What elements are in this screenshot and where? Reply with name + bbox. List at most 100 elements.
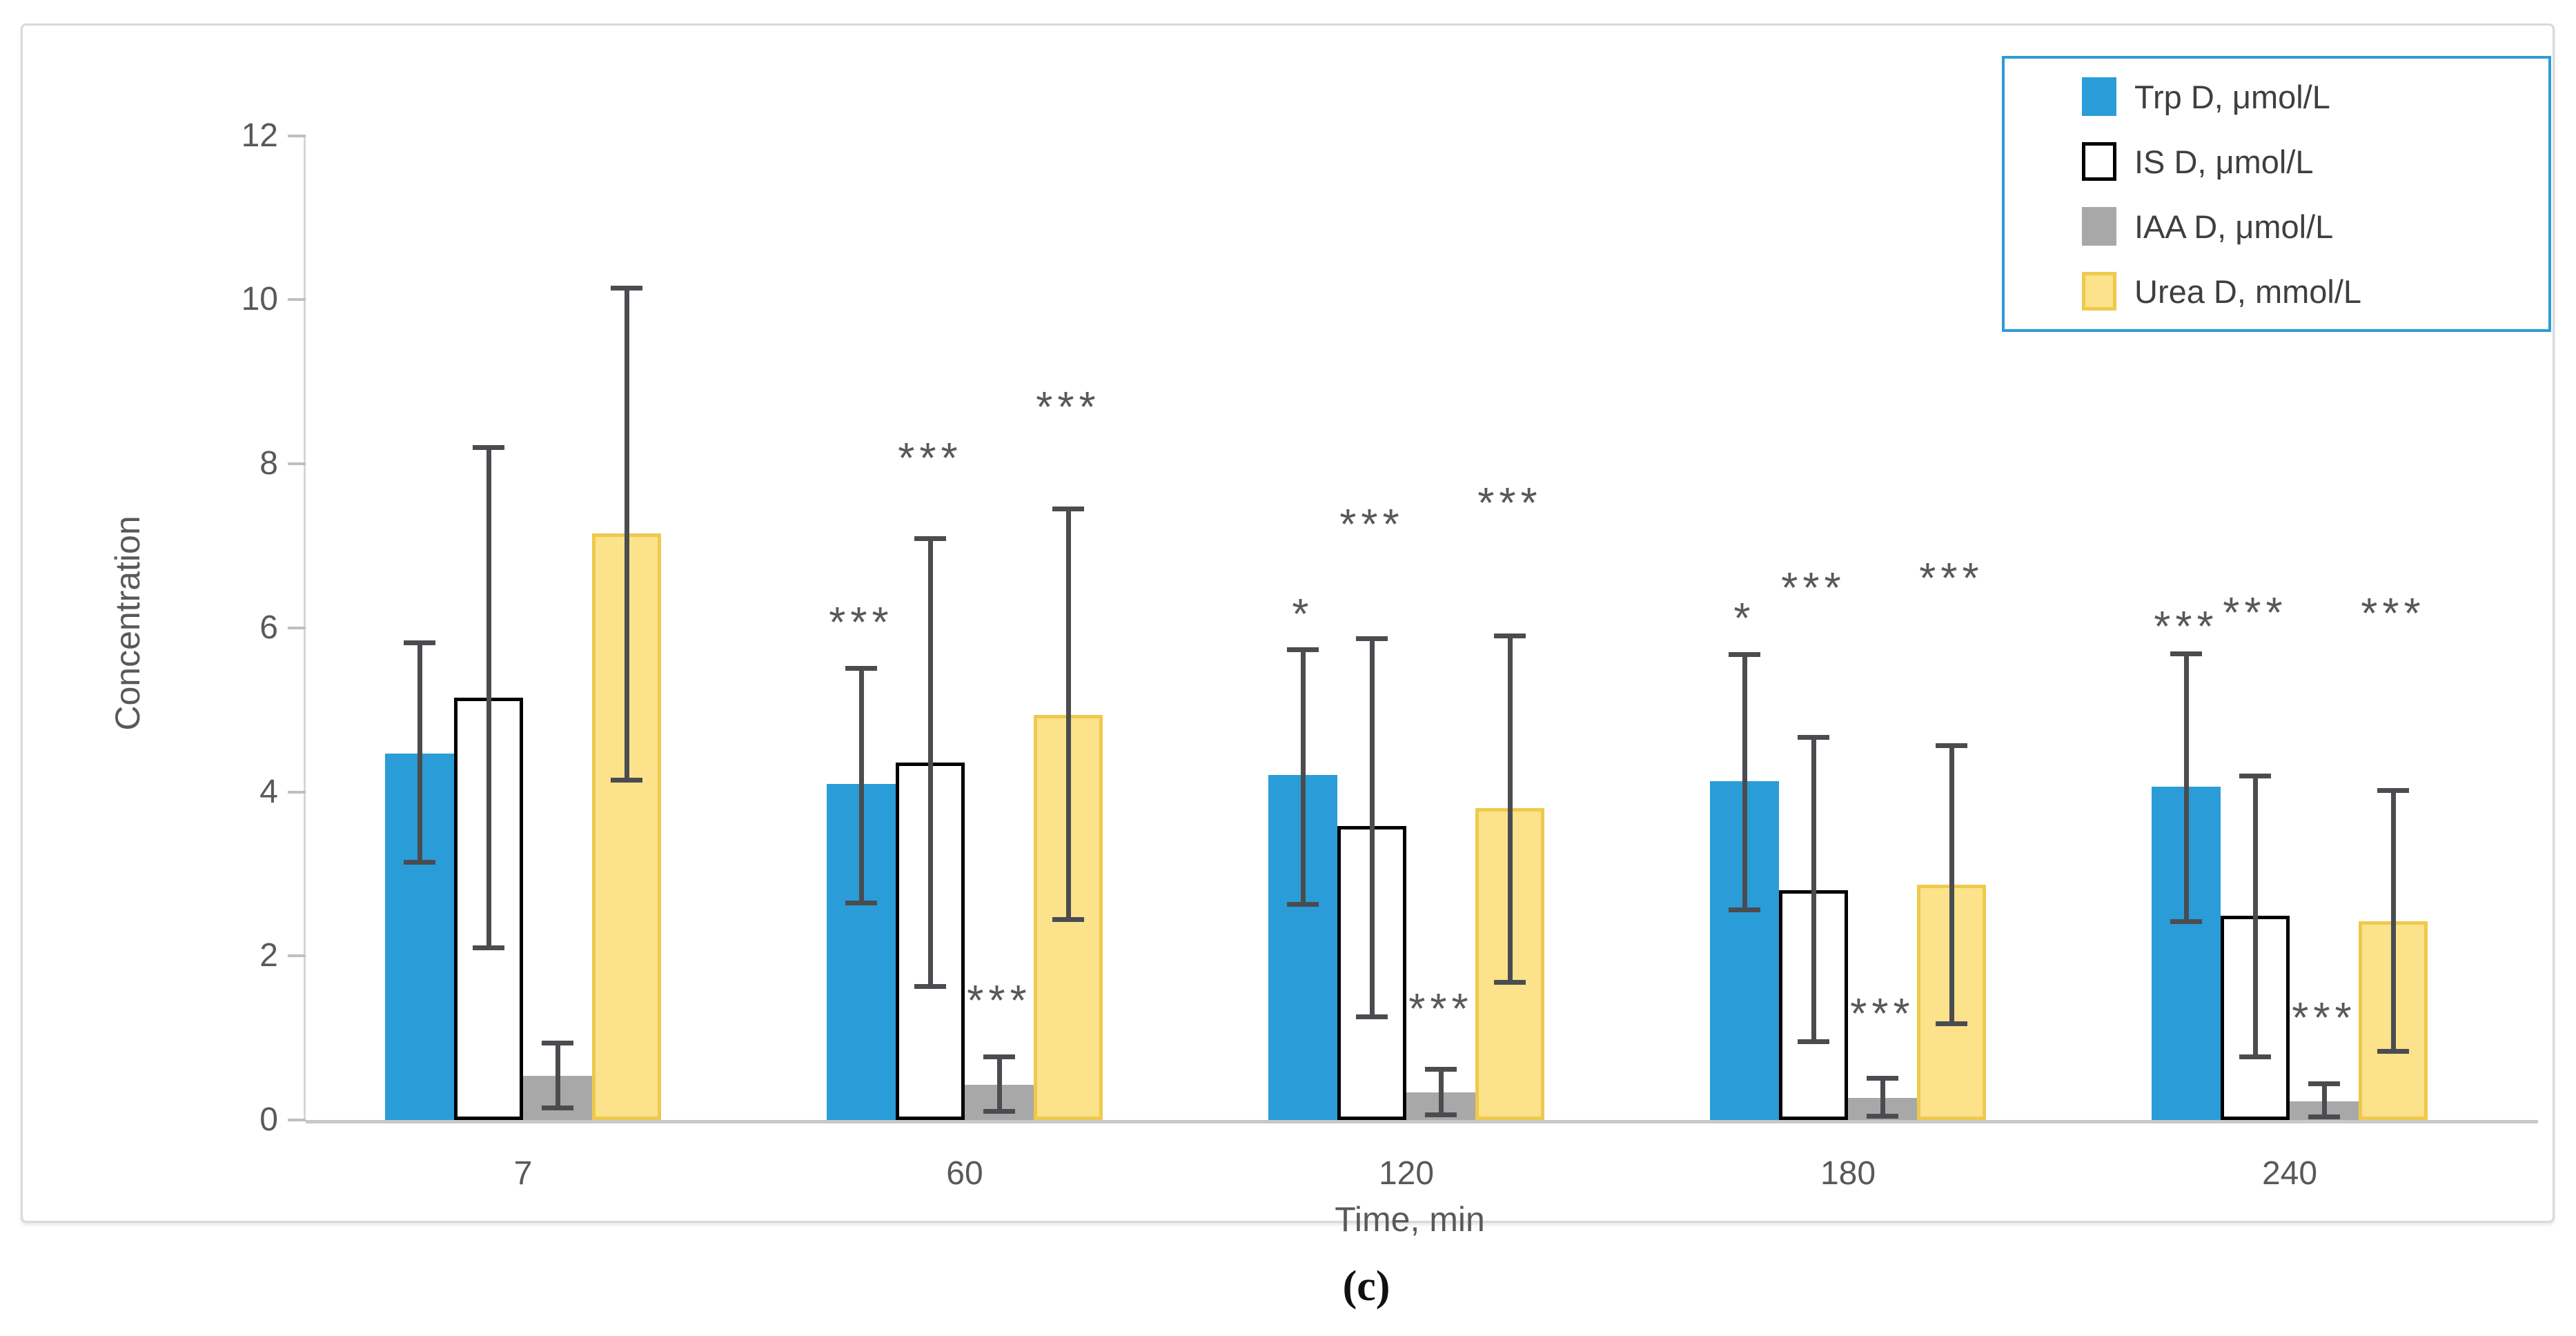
legend-item-is: IS D, μmol/L: [2005, 129, 2548, 194]
sig-marker-is-120: ***: [1339, 501, 1404, 549]
error-bar-urea-7: [625, 287, 629, 780]
legend-label-is: IS D, μmol/L: [2134, 143, 2314, 180]
error-cap-bottom-is-7: [473, 945, 504, 951]
error-bar-iaa-60: [997, 1057, 1002, 1111]
error-cap-top-trp-60: [845, 666, 877, 671]
legend-label-urea: Urea D, mmol/L: [2134, 273, 2362, 310]
error-cap-top-iaa-60: [983, 1054, 1015, 1060]
x-tick-label: 60: [946, 1155, 983, 1192]
sig-marker-urea-180: ***: [1919, 554, 1984, 602]
y-axis-tick: [288, 790, 306, 794]
sig-marker-trp-60: ***: [829, 598, 894, 647]
error-bar-is-7: [486, 447, 491, 948]
error-bar-urea-240: [2391, 790, 2396, 1052]
error-bar-is-60: [928, 538, 933, 987]
error-bar-iaa-240: [2322, 1083, 2327, 1117]
error-cap-bottom-trp-120: [1287, 902, 1319, 907]
error-bar-trp-120: [1301, 649, 1306, 905]
error-bar-urea-180: [1949, 745, 1954, 1023]
chart-frame: Concentration 0 2 4 6 8 10 12 7 60 120 180 240 *** * *…: [21, 23, 2555, 1239]
error-bar-trp-7: [417, 642, 422, 862]
plot-area: 0 2 4 6 8 10 12 7 60 120 180 240 *** * * *** *** *** *** **…: [23, 26, 2553, 1221]
legend: Trp D, μmol/L IS D, μmol/L IAA D, μmol/L Ur…: [2002, 56, 2551, 332]
y-tick-label: 6: [259, 609, 278, 646]
error-cap-bottom-iaa-7: [542, 1106, 573, 1111]
error-cap-top-trp-240: [2170, 651, 2202, 656]
error-bar-iaa-180: [1880, 1078, 1885, 1117]
error-cap-top-is-240: [2239, 773, 2271, 778]
x-tick-label: 120: [1378, 1155, 1435, 1192]
sig-marker-urea-60: ***: [1036, 384, 1101, 432]
y-tick-label: 4: [259, 773, 278, 810]
sig-marker-iaa-240: ***: [2292, 994, 2357, 1042]
error-bar-iaa-7: [555, 1043, 560, 1108]
x-axis-line: [306, 1120, 2538, 1123]
error-cap-bottom-is-180: [1798, 1039, 1829, 1044]
error-cap-top-urea-240: [2377, 788, 2409, 794]
bar-urea-7: [592, 533, 661, 1120]
error-cap-bottom-trp-240: [2170, 919, 2202, 925]
y-axis-tick: [288, 626, 306, 629]
error-bar-trp-180: [1742, 654, 1747, 910]
error-bar-is-180: [1811, 736, 1816, 1041]
error-cap-bottom-iaa-120: [1425, 1112, 1457, 1117]
legend-swatch-trp-icon: [2082, 77, 2116, 116]
error-cap-top-iaa-7: [542, 1041, 573, 1046]
error-cap-bottom-is-240: [2239, 1054, 2271, 1060]
legend-swatch-is-icon: [2082, 142, 2116, 181]
error-bar-urea-60: [1066, 509, 1071, 919]
error-bar-is-120: [1370, 638, 1375, 1017]
error-cap-top-iaa-180: [1867, 1076, 1898, 1081]
sig-marker-trp-120: *: [1292, 590, 1314, 638]
error-cap-top-urea-7: [611, 285, 642, 291]
error-cap-top-trp-180: [1729, 651, 1760, 657]
error-cap-top-iaa-240: [2308, 1081, 2340, 1086]
error-cap-top-is-7: [473, 445, 504, 451]
error-bar-trp-60: [859, 668, 864, 903]
error-cap-bottom-trp-7: [404, 859, 435, 865]
error-cap-top-iaa-120: [1425, 1067, 1457, 1072]
error-cap-bottom-trp-60: [845, 901, 877, 906]
x-tick-label: 7: [513, 1155, 533, 1192]
error-cap-bottom-urea-60: [1052, 916, 1084, 922]
y-tick-label: 10: [241, 281, 278, 318]
error-cap-top-urea-180: [1936, 743, 1967, 748]
sig-marker-iaa-180: ***: [1850, 990, 1915, 1038]
x-tick-label: 180: [1820, 1155, 1876, 1192]
y-axis-tick: [288, 462, 306, 466]
legend-label-iaa: IAA D, μmol/L: [2134, 208, 2334, 245]
y-tick-label: 12: [241, 117, 278, 154]
error-cap-bottom-urea-240: [2377, 1049, 2409, 1054]
error-cap-top-is-60: [914, 536, 946, 542]
legend-item-trp: Trp D, μmol/L: [2005, 64, 2548, 129]
error-cap-bottom-iaa-60: [983, 1108, 1015, 1114]
sig-marker-urea-240: ***: [2361, 589, 2426, 638]
sig-marker-is-180: ***: [1781, 564, 1846, 612]
x-axis-title: Time, min: [1335, 1200, 1485, 1239]
legend-swatch-iaa-icon: [2082, 207, 2116, 246]
legend-item-urea: Urea D, mmol/L: [2005, 259, 2548, 324]
error-cap-bottom-iaa-180: [1867, 1114, 1898, 1119]
error-cap-bottom-is-120: [1356, 1014, 1388, 1020]
sig-marker-is-240: ***: [2223, 589, 2288, 637]
error-cap-top-trp-120: [1287, 647, 1319, 652]
x-tick-label: 240: [2261, 1155, 2318, 1192]
error-cap-top-is-120: [1356, 636, 1388, 642]
error-bar-iaa-120: [1439, 1069, 1444, 1114]
sig-marker-trp-240: ***: [2154, 602, 2219, 651]
error-cap-bottom-iaa-240: [2308, 1114, 2340, 1120]
error-cap-bottom-urea-120: [1494, 980, 1526, 985]
sig-marker-is-60: ***: [898, 435, 963, 483]
y-axis-tick: [288, 954, 306, 958]
error-cap-bottom-is-60: [914, 984, 946, 990]
sig-marker-iaa-60: ***: [967, 976, 1032, 1025]
y-axis-tick: [288, 1119, 306, 1121]
sig-marker-trp-180: *: [1733, 594, 1756, 642]
legend-swatch-urea-icon: [2082, 272, 2116, 311]
error-bar-trp-240: [2184, 653, 2189, 922]
legend-label-trp: Trp D, μmol/L: [2134, 78, 2330, 115]
sig-marker-iaa-120: ***: [1408, 985, 1473, 1033]
y-tick-label: 8: [259, 445, 278, 482]
y-axis-tick: [288, 134, 306, 137]
figure-caption: (c): [1342, 1263, 1390, 1310]
